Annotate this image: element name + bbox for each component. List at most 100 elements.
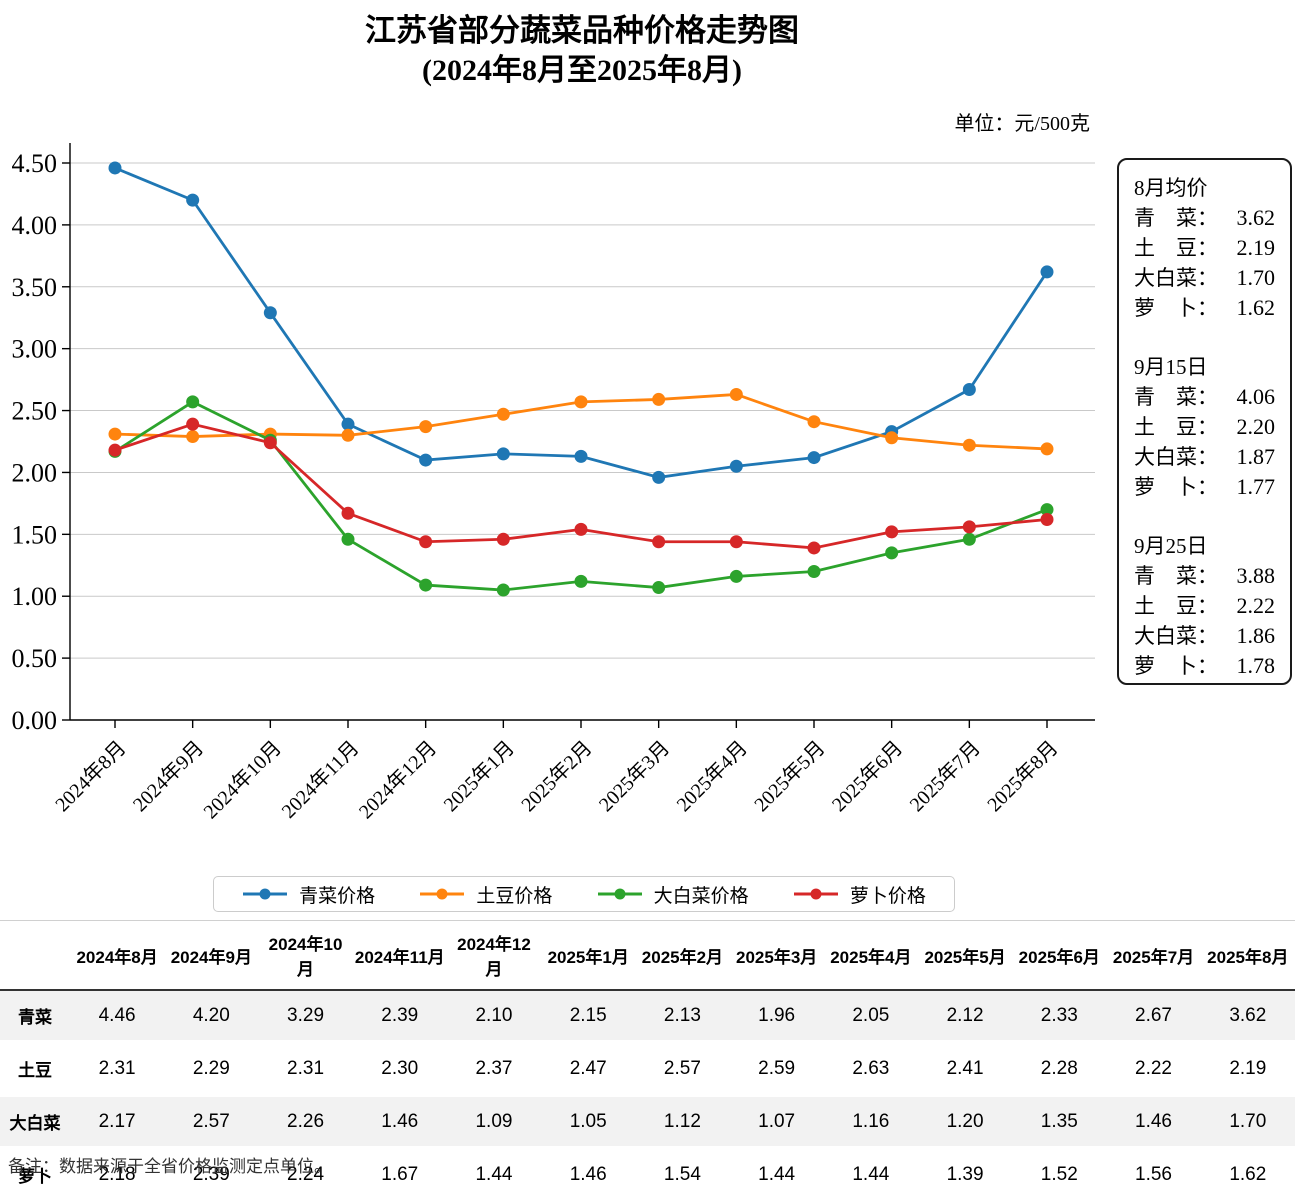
info-row: 萝 卜： 1.62: [1134, 293, 1275, 323]
info-section-heading: 8月均价: [1134, 176, 1208, 200]
x-tick-label: 2025年5月: [750, 736, 830, 816]
info-row: 土 豆： 2.20: [1134, 412, 1275, 442]
table-row-label: 大白菜: [0, 1095, 70, 1150]
info-row: 青 菜： 3.62: [1134, 203, 1275, 233]
table-body: 青菜 4.46 4.20 3.29 2.39 2.10 2.15 2.13 1.96 2.05 2.…: [0, 990, 1295, 1198]
table-cell: 4.46: [70, 990, 165, 1044]
x-tick-label: 2024年8月: [51, 736, 131, 816]
data-point-萝卜-2025年8月: [1040, 512, 1054, 526]
info-row: 大白菜： 1.87: [1134, 442, 1275, 472]
table-cell: 1.46: [352, 1095, 447, 1150]
table-cell: 2.29: [164, 1042, 259, 1097]
data-point-青菜-2025年1月: [496, 447, 510, 461]
table-cell: 2.39: [164, 1148, 259, 1198]
table-column-header: 2025年2月: [635, 920, 730, 991]
legend-item-萝卜: 萝卜价格: [793, 881, 926, 908]
table-column-header: 2025年4月: [823, 920, 918, 991]
legend-item-土豆: 土豆价格: [419, 881, 552, 908]
info-section-heading: 9月15日: [1134, 355, 1208, 379]
y-tick-label: 4.50: [12, 149, 58, 178]
table-cell: 2.47: [541, 1042, 636, 1097]
table-cell: 2.59: [729, 1042, 824, 1097]
table-cell: 2.30: [352, 1042, 447, 1097]
info-row: 萝 卜： 1.77: [1134, 472, 1275, 502]
info-section-heading: 9月25日: [1134, 534, 1208, 558]
price-data-table: 2024年8月 2024年9月 2024年10月 2024年11月 2024年12月 20…: [0, 920, 1295, 1198]
data-point-青菜-2024年10月: [263, 306, 277, 320]
table-cell: 1.52: [1012, 1148, 1107, 1198]
table-cell: 2.10: [446, 990, 542, 1044]
stats-info-box: 8月均价青 菜： 3.62 土 豆： 2.19 大白菜： 1.70 萝 卜： 1.62 9月15…: [1117, 158, 1292, 685]
data-point-青菜-2024年11月: [341, 417, 355, 431]
table-cell: 1.05: [541, 1095, 636, 1150]
info-row: 萝 卜： 1.78: [1134, 651, 1275, 681]
table-column-header: 2025年5月: [917, 920, 1013, 991]
table-cell: 1.35: [1012, 1095, 1107, 1150]
table-cell: 2.41: [917, 1042, 1013, 1097]
info-row-value: 3.62: [1236, 205, 1276, 230]
info-row-label: 萝 卜：: [1134, 296, 1218, 320]
table-cell: 2.28: [1012, 1042, 1107, 1097]
y-tick-label: 3.00: [12, 335, 58, 364]
table-cell: 2.37: [446, 1042, 542, 1097]
data-point-土豆-2025年1月: [496, 407, 510, 421]
data-point-大白菜-2025年5月: [807, 564, 821, 578]
table-cell: 2.31: [258, 1042, 353, 1097]
data-point-青菜-2024年12月: [419, 453, 433, 467]
info-row-value: 1.62: [1236, 295, 1276, 320]
legend-label: 大白菜价格: [653, 885, 749, 907]
info-row-label: 大白菜：: [1134, 266, 1218, 290]
table-cell: 1.07: [729, 1095, 824, 1150]
chart-title: 江苏省部分蔬菜品种价格走势图 (2024年8月至2025年8月): [0, 10, 1164, 91]
data-point-萝卜-2025年4月: [729, 535, 743, 549]
chart-legend: 青菜价格 土豆价格 大白菜价格 萝卜价格: [213, 876, 955, 912]
legend-marker-土豆-icon: [420, 888, 465, 900]
x-tick-label: 2025年1月: [439, 736, 519, 816]
table-cell: 1.16: [823, 1095, 918, 1150]
info-section: 9月15日青 菜： 4.06 土 豆： 2.20 大白菜： 1.87 萝 卜： 1.77: [1134, 352, 1275, 502]
info-row-label: 土 豆：: [1134, 415, 1218, 439]
table-cell: 1.09: [446, 1095, 542, 1150]
table-cell: 2.67: [1106, 990, 1201, 1044]
table-cell: 1.62: [1200, 1148, 1295, 1198]
data-point-大白菜-2025年7月: [962, 532, 976, 546]
table-cell: 1.44: [446, 1148, 542, 1198]
x-tick-label: 2024年10月: [199, 736, 286, 823]
data-point-土豆-2024年12月: [419, 420, 433, 434]
y-tick-label: 2.00: [12, 458, 58, 487]
table-cell: 2.24: [258, 1148, 353, 1198]
table-cell: 2.13: [635, 990, 730, 1044]
info-section: 8月均价青 菜： 3.62 土 豆： 2.19 大白菜： 1.70 萝 卜： 1.62: [1134, 173, 1275, 323]
data-point-萝卜-2024年10月: [263, 436, 277, 450]
table-cell: 2.57: [635, 1042, 730, 1097]
legend-label: 土豆价格: [476, 885, 553, 907]
legend-marker-大白菜-icon: [597, 888, 642, 900]
info-row-value: 3.88: [1236, 563, 1276, 588]
table-cell: 2.12: [917, 990, 1013, 1044]
info-row-value: 2.20: [1236, 414, 1276, 439]
data-point-青菜-2024年9月: [186, 193, 200, 207]
info-row-value: 2.22: [1236, 593, 1276, 618]
data-point-土豆-2025年4月: [729, 387, 743, 401]
legend-item-青菜: 青菜价格: [242, 881, 375, 908]
table-cell: 2.22: [1106, 1042, 1201, 1097]
info-row-label: 大白菜：: [1134, 445, 1218, 469]
legend-marker-青菜-icon: [243, 888, 288, 900]
data-point-青菜-2025年8月: [1040, 265, 1054, 279]
table-header: 2024年8月 2024年9月 2024年10月 2024年11月 2024年12月 20…: [0, 920, 1295, 991]
table-cell: 2.05: [823, 990, 918, 1044]
table-cell: 1.46: [541, 1148, 636, 1198]
legend-item-大白菜: 大白菜价格: [597, 881, 749, 908]
data-point-土豆-2025年8月: [1040, 442, 1054, 456]
footer-note: 备注：数据来源于全省价格监测定点单位。: [8, 1157, 331, 1176]
info-row: 大白菜： 1.86: [1134, 621, 1275, 651]
y-tick-label: 1.00: [12, 582, 58, 611]
table-header-row: 2024年8月 2024年9月 2024年10月 2024年11月 2024年12月 20…: [0, 920, 1295, 991]
data-point-土豆-2025年3月: [652, 392, 666, 406]
table-cell: 1.44: [823, 1148, 918, 1198]
table-column-header: 2025年1月: [541, 920, 636, 991]
x-tick-label: 2025年6月: [827, 736, 907, 816]
data-point-大白菜-2025年4月: [729, 569, 743, 583]
table-column-header: 2025年7月: [1106, 920, 1201, 991]
